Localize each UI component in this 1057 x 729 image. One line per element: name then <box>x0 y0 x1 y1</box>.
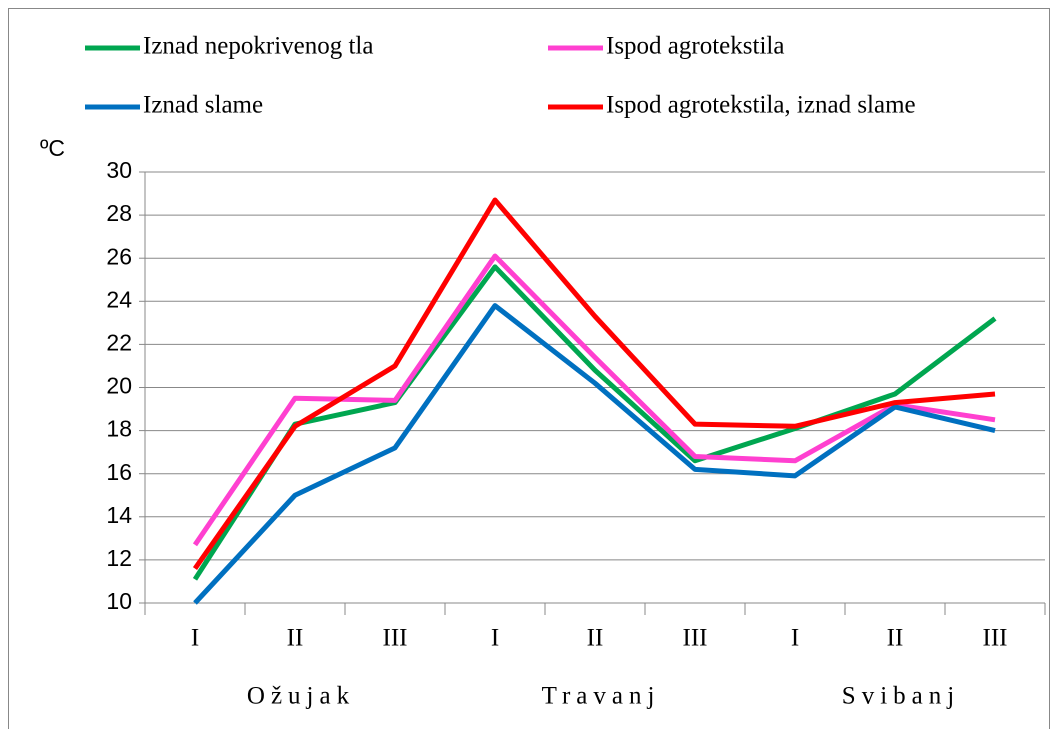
y-tick-label: 12 <box>106 545 132 571</box>
y-tick-label: 22 <box>106 329 132 355</box>
y-tick-label: 20 <box>106 373 132 399</box>
legend-label: Iznad nepokrivenog tla <box>143 33 373 60</box>
x-tick-label: III <box>983 625 1008 652</box>
x-tick-label: II <box>887 625 904 652</box>
x-tick-label: III <box>683 625 708 652</box>
y-tick-label: 28 <box>106 200 132 226</box>
series-line <box>192 197 996 570</box>
y-tick-label: 24 <box>106 286 132 312</box>
series-line <box>192 264 997 581</box>
y-axis-label: ºC <box>40 135 65 161</box>
x-tick-label: I <box>491 625 499 652</box>
x-tick-label: II <box>287 625 304 652</box>
y-tick-label: 26 <box>106 243 132 269</box>
y-tick-label: 10 <box>106 588 132 614</box>
legend-label: Ispod agrotekstila <box>606 33 784 60</box>
x-tick-label: I <box>791 625 799 652</box>
group-label: Svibanj <box>842 683 960 710</box>
y-tick-label: 18 <box>106 416 132 442</box>
legend-label: Iznad slame <box>143 92 263 119</box>
y-tick-label: 16 <box>106 459 132 485</box>
x-tick-label: II <box>587 625 604 652</box>
x-tick-label: I <box>191 625 199 652</box>
legend-label: Ispod agrotekstila, iznad slame <box>606 92 916 119</box>
y-tick-label: 14 <box>106 502 132 528</box>
series-line <box>192 253 996 547</box>
x-tick-label: III <box>383 625 408 652</box>
group-label: Ožujak <box>247 683 355 710</box>
frame <box>8 8 1050 729</box>
y-tick-label: 30 <box>106 157 132 183</box>
group-label: Travanj <box>542 683 661 710</box>
series-line <box>193 303 996 605</box>
